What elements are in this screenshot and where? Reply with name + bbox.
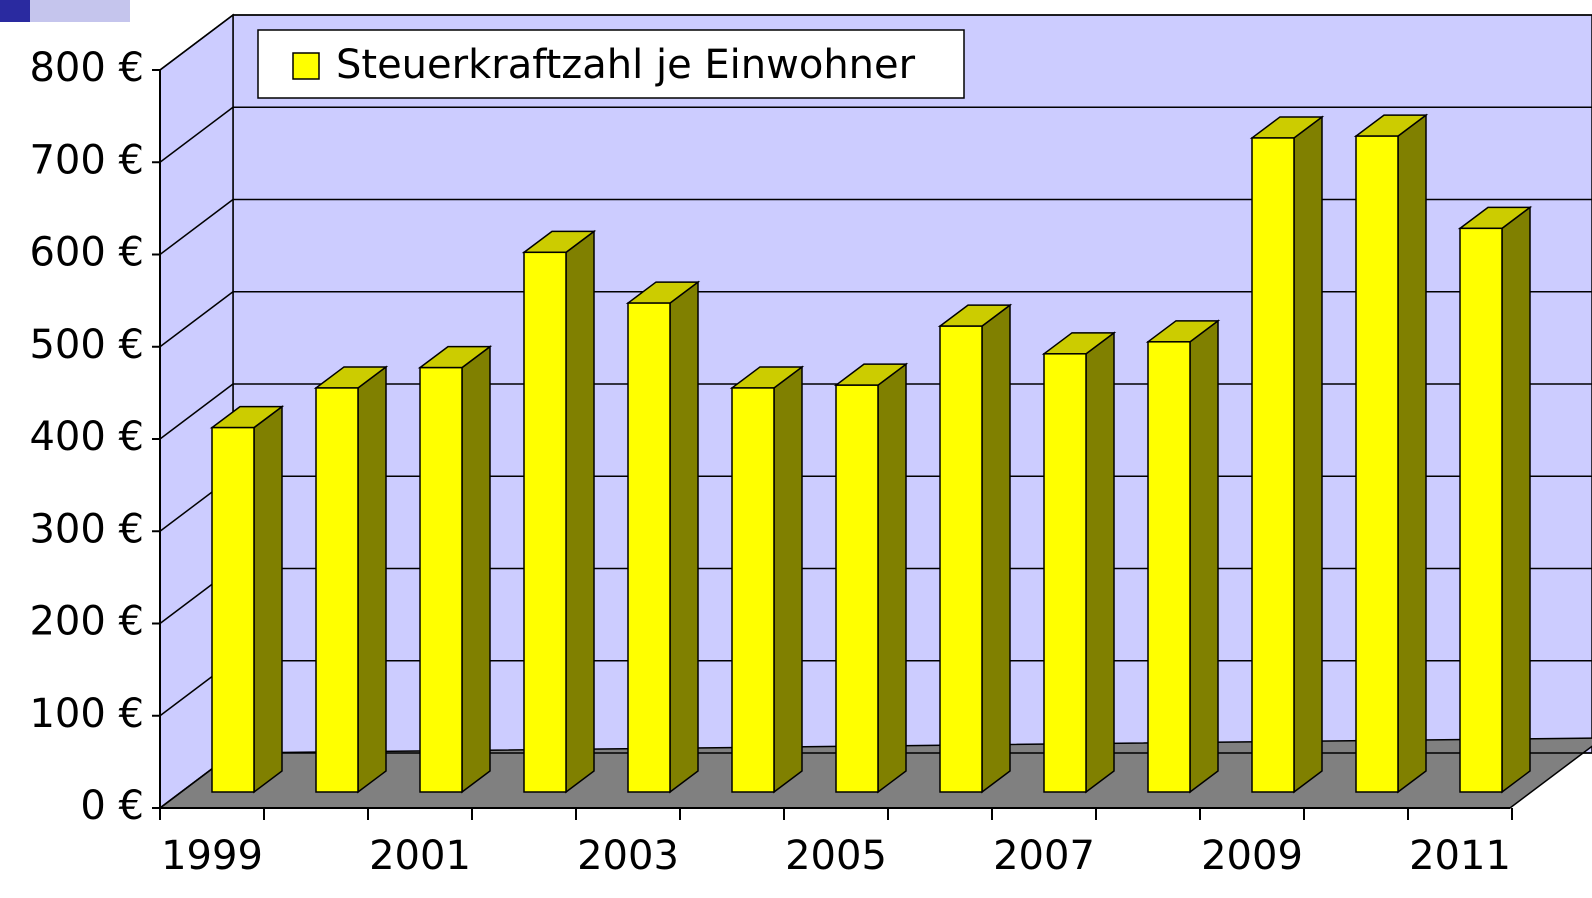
bar-side	[461, 345, 491, 794]
y-tick-label: 500 €	[29, 322, 144, 368]
x-tick-label: 2001	[369, 833, 471, 879]
bar	[1353, 113, 1429, 794]
bar-front	[627, 302, 671, 793]
bar-side	[357, 365, 387, 794]
legend-label: Steuerkraftzahl je Einwohner	[336, 42, 916, 88]
bar-side	[565, 229, 595, 794]
bar-front	[211, 426, 255, 793]
x-tick-label: 2005	[785, 833, 887, 879]
bar-front	[1147, 341, 1191, 793]
y-tick-label: 400 €	[29, 414, 144, 460]
grid-line	[159, 106, 234, 163]
bar-front	[835, 384, 879, 793]
y-tick-label: 200 €	[29, 599, 144, 645]
bar-side	[1293, 115, 1323, 794]
bar	[1457, 205, 1533, 794]
bar	[1145, 319, 1221, 794]
y-tick-label: 600 €	[29, 230, 144, 276]
bar-side	[1189, 319, 1219, 794]
y-tick-label: 0 €	[80, 783, 144, 829]
bar-side	[1397, 113, 1427, 794]
bar-front	[419, 366, 463, 793]
bar-front	[1459, 227, 1503, 793]
bar-front	[315, 387, 359, 793]
bar-side	[877, 362, 907, 794]
bar-front	[731, 387, 775, 793]
grid-line	[159, 291, 234, 348]
decoration	[0, 0, 30, 22]
bar-front	[523, 251, 567, 793]
bar	[625, 280, 701, 794]
x-tick-label: 2003	[577, 833, 679, 879]
bar	[521, 229, 597, 794]
x-tick-label: 2009	[1201, 833, 1303, 879]
bar-side	[1501, 205, 1531, 794]
bar	[209, 405, 285, 794]
bar-side	[1085, 331, 1115, 794]
legend-swatch	[292, 52, 320, 80]
bar	[1041, 331, 1117, 794]
bar-front	[1043, 353, 1087, 793]
bar	[313, 365, 389, 794]
y-tick-label: 800 €	[29, 45, 144, 91]
bar-front	[1251, 137, 1295, 793]
bar-side	[981, 303, 1011, 794]
bar	[937, 303, 1013, 794]
bar-side	[669, 280, 699, 794]
grid-line	[159, 14, 234, 71]
x-tick-label: 2007	[993, 833, 1095, 879]
grid-line	[159, 383, 234, 440]
bar	[417, 345, 493, 794]
x-tick-label: 1999	[161, 833, 263, 879]
bar	[729, 365, 805, 794]
legend-box	[257, 29, 965, 99]
bar-side	[773, 365, 803, 794]
decoration	[0, 0, 130, 22]
y-tick-label: 700 €	[29, 137, 144, 183]
grid-line	[159, 198, 234, 256]
bar	[833, 362, 909, 794]
bar	[1249, 115, 1325, 794]
bar-front	[939, 325, 983, 793]
bar-front	[1355, 135, 1399, 793]
y-tick-label: 100 €	[29, 691, 144, 737]
bar-side	[253, 405, 283, 794]
y-tick-label: 300 €	[29, 506, 144, 552]
x-tick-label: 2011	[1409, 833, 1511, 879]
